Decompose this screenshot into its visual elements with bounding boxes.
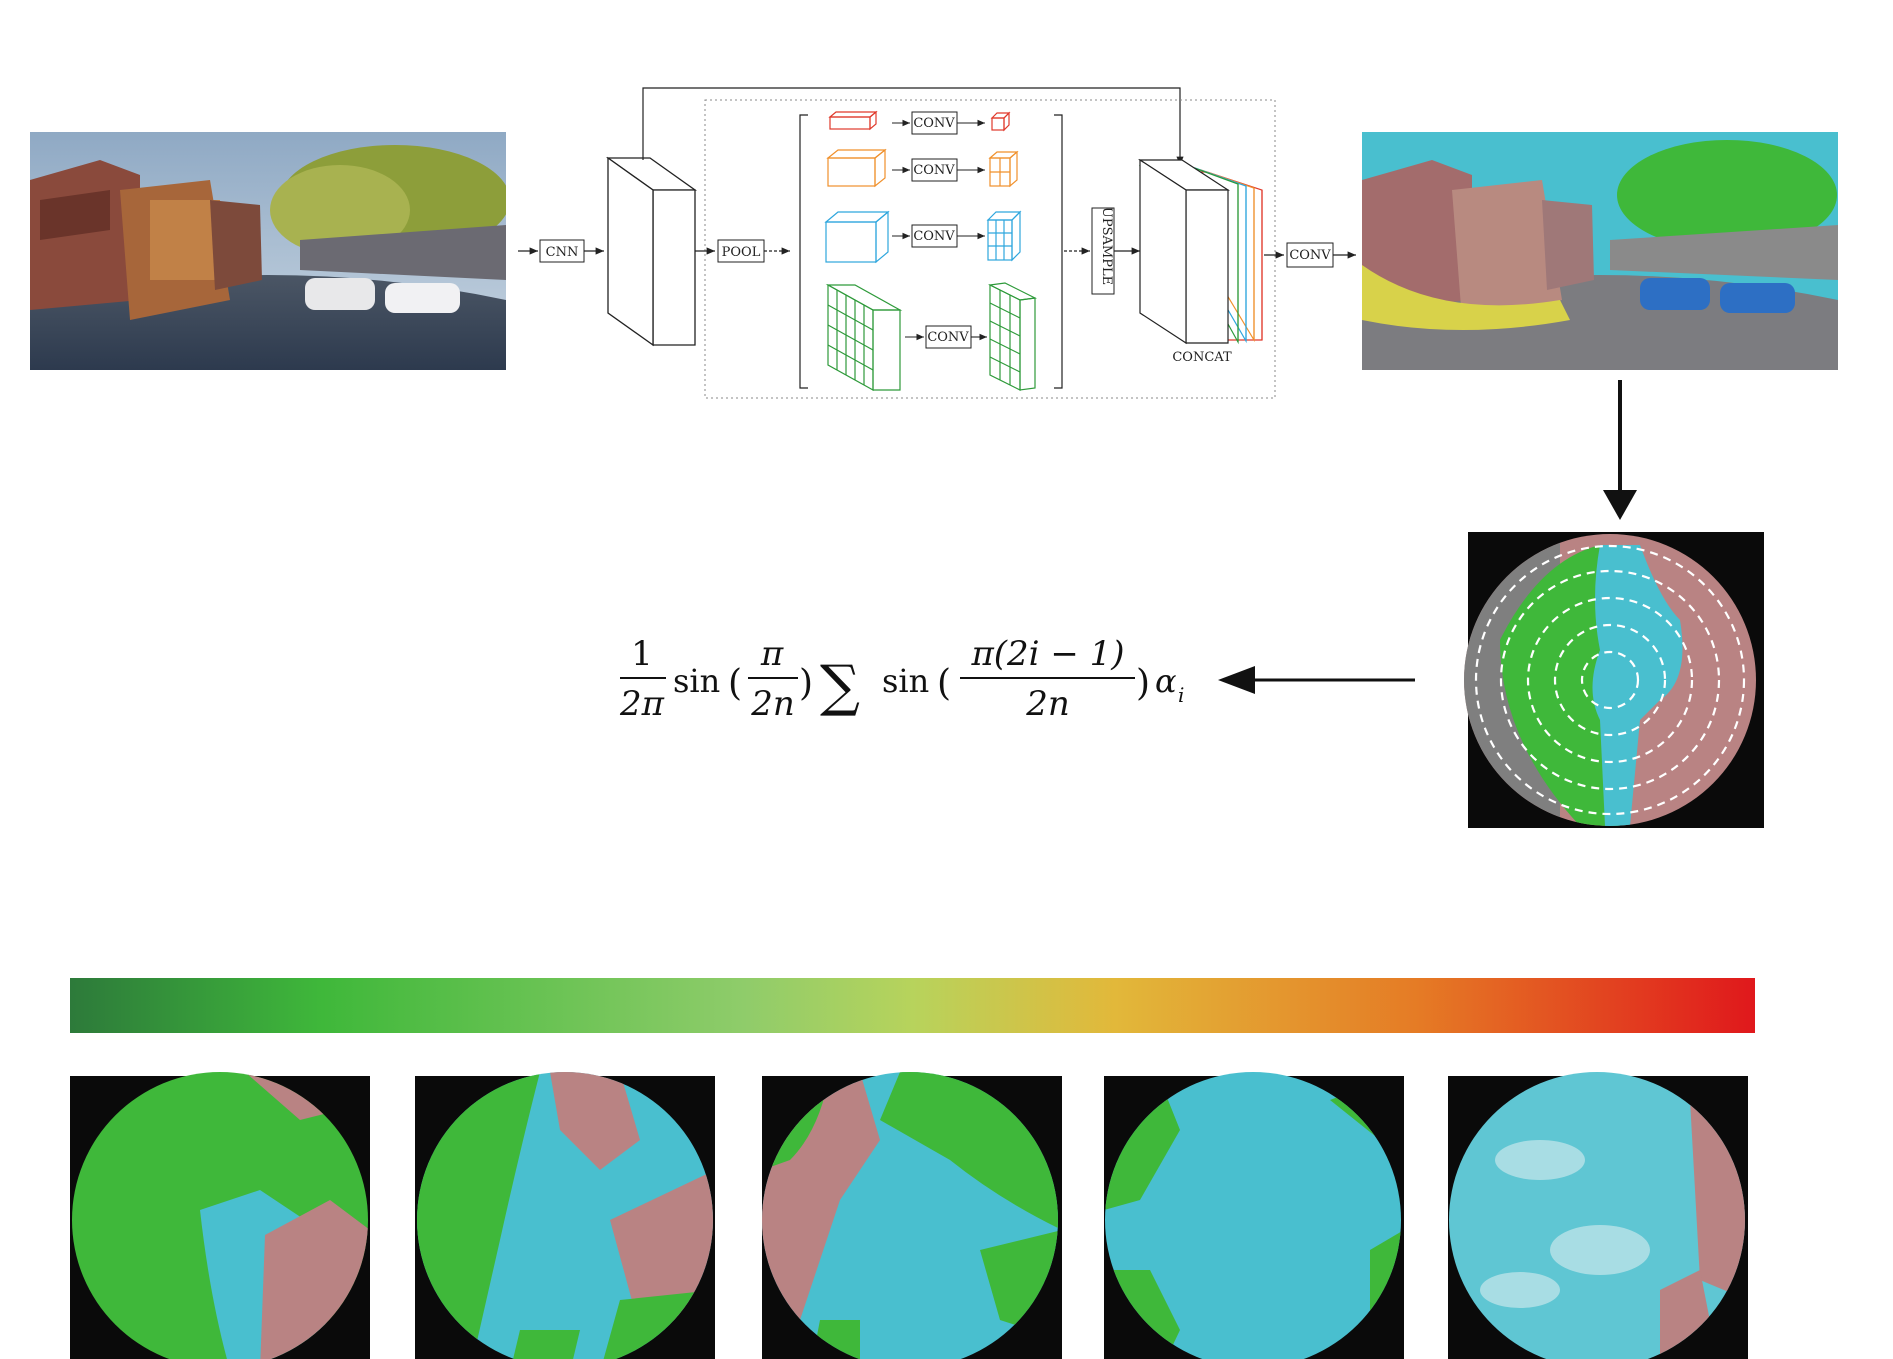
- branch-2-orange: [826, 148, 1019, 188]
- formula-frac3-num: π(2i − 1): [970, 634, 1124, 674]
- pool-label: POOL: [722, 245, 761, 260]
- fisheye-example-2: [415, 1072, 715, 1359]
- down-arrow: [1603, 380, 1637, 520]
- skip-connection-arrow: [642, 87, 1184, 165]
- formula-paren1-close: ): [799, 663, 813, 704]
- formula-paren2-open: (: [937, 663, 951, 704]
- branch-4-green: [825, 282, 1038, 392]
- branch-1-red: [828, 110, 1011, 132]
- formula-alpha: α: [1155, 662, 1177, 700]
- formula-paren2-close: ): [1136, 663, 1150, 704]
- branch-3-blue: [824, 210, 1022, 264]
- pyramid-pooling-module: [704, 99, 1276, 399]
- left-bracket: [799, 114, 808, 389]
- conv-label-3: CONV: [913, 229, 955, 244]
- output-conv-label: CONV: [1289, 248, 1331, 263]
- concat-label: CONCAT: [1172, 350, 1232, 365]
- conv-label-2: CONV: [913, 163, 955, 178]
- formula-sum: ∑: [820, 654, 860, 719]
- formula-sin2: sin: [882, 662, 929, 700]
- formula-paren1-open: (: [728, 663, 742, 704]
- fisheye-example-4: [1104, 1072, 1404, 1359]
- formula-sin1: sin: [673, 662, 720, 700]
- cnn-label: CNN: [546, 245, 579, 260]
- formula-frac1-num: 1: [631, 634, 653, 674]
- formula-alpha-subscript: i: [1178, 683, 1184, 707]
- conv-label-4: CONV: [927, 330, 969, 345]
- fisheye-example-5: [1448, 1072, 1748, 1359]
- concat-block: [1137, 158, 1263, 345]
- input-panorama-image: [30, 132, 506, 370]
- upsample-label: UPSAMPLE: [1099, 207, 1114, 285]
- formula-frac3-den: 2n: [1025, 684, 1070, 724]
- fisheye-example-3: [762, 1072, 1062, 1359]
- right-bracket: [1054, 114, 1063, 389]
- output-conv-box: [1286, 242, 1334, 268]
- sky-view-factor-formula: 1 2π sin ( π 2n ) ∑ sin ( π(2i − 1) 2n )…: [619, 634, 1184, 724]
- fisheye-segmentation-rings: [1464, 532, 1764, 828]
- segmented-panorama-image: [1362, 132, 1838, 370]
- formula-frac2-num: π: [760, 634, 784, 674]
- feature-map-block: [605, 156, 698, 347]
- formula-frac1-den: 2π: [619, 684, 665, 724]
- color-scale-bar: [70, 978, 1755, 1033]
- conv-label-1: CONV: [913, 116, 955, 131]
- fisheye-example-1: [70, 1072, 370, 1359]
- formula-frac2-den: 2n: [750, 684, 795, 724]
- left-arrow: [1218, 666, 1415, 694]
